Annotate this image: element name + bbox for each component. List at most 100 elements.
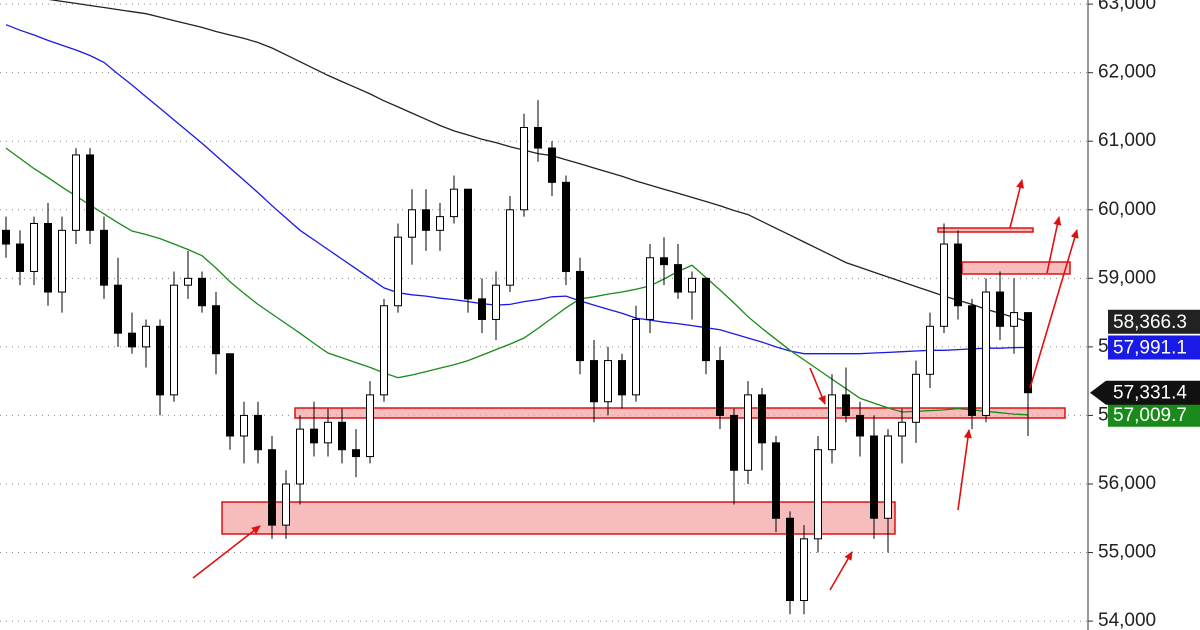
candle-body [170,284,178,396]
candle-body [324,421,332,444]
candle-body [478,298,486,320]
price-tags: 58,366.3 57,991.1 57,009.757,331.4 [1090,309,1200,427]
candle-body [968,305,976,416]
arrow [192,525,261,579]
candle-body [786,517,794,602]
support-zone [294,407,1066,419]
price-tag-label: 57,009.7 [1113,405,1187,426]
candle-body [44,222,52,293]
y-tick-label: 62,000 [1098,62,1156,83]
candle-body [380,305,388,396]
candle-body [310,428,318,444]
candle-body [576,270,584,362]
arrow [1009,179,1024,229]
y-tick-label: 59,000 [1098,267,1156,288]
candle-body [912,373,920,423]
candle-body [296,428,304,485]
candle-body [716,360,724,416]
candle-body [926,325,934,375]
candle-body [212,305,220,355]
candle-body [184,277,192,286]
candle-body [1010,312,1018,327]
candle-body [226,353,234,437]
candle-body [506,209,514,286]
candle-body [394,236,402,307]
candle-body [772,442,780,519]
candle-body [674,264,682,293]
candle-body [114,284,122,334]
candle-body [618,360,626,396]
moving-average-line [48,0,1029,323]
candle-body [744,394,752,471]
arrow [1029,229,1079,389]
candle-body [954,243,962,307]
resistance-zone [937,227,1034,233]
candle-body [814,449,822,540]
candle-body [534,127,542,149]
candle-body [842,394,850,416]
candle-body [422,209,430,231]
annotations [221,227,1071,535]
price-tag-label: 57,991.1 [1113,338,1187,359]
moving-averages [5,0,1029,416]
candle-body [520,127,528,211]
candle-body [100,229,108,286]
arrow [809,367,826,405]
candle-body [688,277,696,293]
candle-body [702,277,710,362]
current-price-label: 57,331.4 [1113,383,1187,404]
candle-body [128,332,136,348]
candle-body [240,414,248,437]
candle-body [338,421,346,451]
candle-body [254,414,262,451]
candle-body [996,291,1004,327]
candle-body [590,360,598,403]
candle-body [72,154,80,231]
candle-body [604,360,612,403]
candle-body [408,209,416,238]
price-tag [1108,309,1200,334]
candle-body [16,243,24,272]
arrow [1046,216,1062,274]
candle-body [562,181,570,272]
price-tag-label: 58,366.3 [1113,312,1187,333]
y-tick-label: 61,000 [1098,130,1156,151]
candle-body [730,414,738,471]
moving-average-line [5,24,1029,355]
candle-body [142,325,150,348]
candle-body [282,483,290,526]
current-price-tag [1090,380,1200,405]
candles [2,100,1032,615]
candle-body [548,147,556,183]
candle-body [30,222,38,272]
candle-body [660,257,668,266]
candle-body [800,538,808,602]
candle-body [198,277,206,307]
support-zone [221,501,896,535]
candle-body [268,449,276,526]
candle-body [870,435,878,519]
price-tag [1108,402,1200,427]
candle-body [828,394,836,451]
candle-body [86,154,94,231]
y-tick-label: 63,000 [1098,0,1156,14]
candle-body [156,325,164,396]
candle-body [366,394,374,458]
candle-body [758,394,766,444]
candle-body [884,435,892,519]
y-tick-label: 55,000 [1098,542,1156,563]
arrow [957,429,972,511]
candle-body [464,188,472,300]
candle-body [940,243,948,327]
y-tick-label: 60,000 [1098,199,1156,220]
candle-body [492,284,500,320]
candle-body [646,257,654,320]
candle-body [632,318,640,396]
y-tick-label: 54,000 [1098,610,1156,630]
moving-average-line [5,147,1029,416]
candle-body [2,229,10,245]
candle-body [898,421,906,437]
candle-body [450,188,458,218]
candle-body [982,291,990,416]
